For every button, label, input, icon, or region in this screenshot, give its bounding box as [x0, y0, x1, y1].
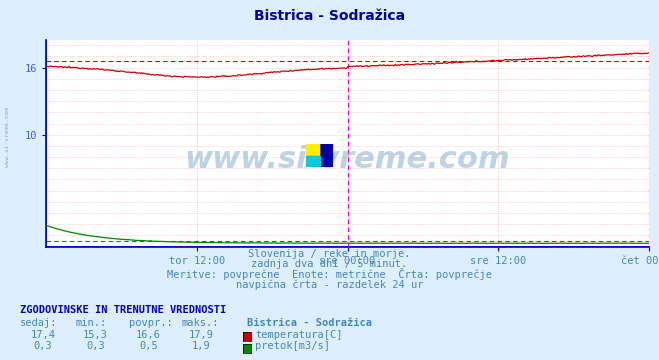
Text: ZGODOVINSKE IN TRENUTNE VREDNOSTI: ZGODOVINSKE IN TRENUTNE VREDNOSTI: [20, 305, 226, 315]
Text: 0,3: 0,3: [86, 341, 105, 351]
Text: 17,4: 17,4: [30, 330, 55, 340]
Text: www.si-vreme.com: www.si-vreme.com: [5, 107, 11, 167]
Text: maks.:: maks.:: [181, 318, 219, 328]
Text: www.si-vreme.com: www.si-vreme.com: [185, 145, 511, 174]
Polygon shape: [306, 144, 320, 156]
Bar: [320, 144, 333, 167]
Text: min.:: min.:: [76, 318, 107, 328]
Bar: [306, 156, 320, 167]
Text: Bistrica - Sodražica: Bistrica - Sodražica: [247, 318, 372, 328]
Text: navpična črta - razdelek 24 ur: navpična črta - razdelek 24 ur: [236, 279, 423, 290]
Text: 0,3: 0,3: [34, 341, 52, 351]
Text: povpr.:: povpr.:: [129, 318, 172, 328]
Text: temperatura[C]: temperatura[C]: [255, 330, 343, 340]
Text: 16,6: 16,6: [136, 330, 161, 340]
Text: Bistrica - Sodražica: Bistrica - Sodražica: [254, 9, 405, 23]
Text: 15,3: 15,3: [83, 330, 108, 340]
Polygon shape: [306, 156, 320, 167]
Text: 0,5: 0,5: [139, 341, 158, 351]
Text: sedaj:: sedaj:: [20, 318, 57, 328]
Bar: [306, 144, 320, 156]
Text: 1,9: 1,9: [192, 341, 210, 351]
Text: Slovenija / reke in morje.: Slovenija / reke in morje.: [248, 249, 411, 260]
Text: Meritve: povprečne  Enote: metrične  Črta: povprečje: Meritve: povprečne Enote: metrične Črta:…: [167, 267, 492, 280]
Text: 17,9: 17,9: [188, 330, 214, 340]
Text: pretok[m3/s]: pretok[m3/s]: [255, 341, 330, 351]
Text: zadnja dva dni / 5 minut.: zadnja dva dni / 5 minut.: [251, 260, 408, 270]
